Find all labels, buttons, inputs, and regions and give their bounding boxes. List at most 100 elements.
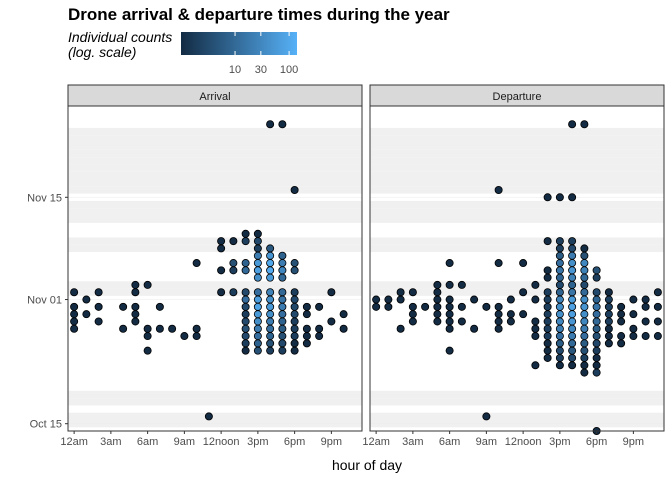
data-point — [278, 273, 287, 282]
data-point — [266, 339, 275, 348]
data-point — [531, 295, 540, 304]
data-point — [555, 346, 564, 355]
data-point — [70, 302, 79, 311]
data-point — [302, 324, 311, 333]
data-point — [253, 332, 262, 341]
data-point — [143, 324, 152, 333]
panel-departure: Departure — [369, 84, 665, 435]
legend-title-line: Individual counts — [68, 29, 172, 45]
x-axis-title: hour of day — [332, 457, 402, 473]
data-point — [568, 237, 577, 246]
data-point — [290, 266, 299, 275]
data-point — [302, 332, 311, 341]
data-point — [568, 280, 577, 289]
data-point — [457, 302, 466, 311]
data-point — [278, 310, 287, 319]
data-point — [241, 237, 250, 246]
x-tick-label: 3am — [100, 436, 121, 448]
data-point — [568, 273, 577, 282]
x-tick-label: 3am — [402, 436, 423, 448]
data-point — [641, 332, 650, 341]
data-point — [290, 310, 299, 319]
data-point — [506, 295, 515, 304]
weekend-band — [370, 281, 664, 289]
weekend-band — [68, 200, 362, 209]
data-point — [278, 346, 287, 355]
data-point — [70, 324, 79, 333]
data-point — [519, 259, 528, 268]
panel-strip-label: Departure — [493, 91, 542, 103]
data-point — [555, 237, 564, 246]
data-point — [433, 317, 442, 326]
data-point — [555, 310, 564, 319]
data-point — [580, 295, 589, 304]
data-point — [70, 317, 79, 326]
data-point — [592, 353, 601, 362]
data-point — [278, 288, 287, 297]
data-point — [229, 259, 238, 268]
data-point — [592, 368, 601, 377]
panel-border — [369, 105, 665, 432]
data-point — [241, 259, 250, 268]
data-point — [494, 310, 503, 319]
data-point — [290, 302, 299, 311]
data-point — [568, 332, 577, 341]
data-point — [266, 288, 275, 297]
data-point — [568, 361, 577, 370]
data-point — [494, 185, 503, 194]
data-point — [278, 324, 287, 333]
data-point — [543, 193, 552, 202]
weekend-band — [68, 244, 362, 253]
data-point — [241, 317, 250, 326]
data-point — [339, 324, 348, 333]
weekend-band — [68, 215, 362, 223]
data-point — [217, 237, 226, 246]
data-point — [580, 339, 589, 348]
data-point — [629, 310, 638, 319]
data-point — [445, 317, 454, 326]
data-point — [445, 259, 454, 268]
data-point — [580, 273, 589, 282]
x-tick-label: 12am — [362, 436, 390, 448]
data-point — [555, 288, 564, 297]
data-point — [302, 339, 311, 348]
data-point — [568, 193, 577, 202]
data-point — [253, 324, 262, 333]
data-point — [278, 295, 287, 304]
data-point — [568, 310, 577, 319]
data-point — [241, 295, 250, 304]
data-point — [266, 295, 275, 304]
data-point — [278, 266, 287, 275]
data-point — [445, 295, 454, 304]
data-point — [555, 339, 564, 348]
data-point — [543, 288, 552, 297]
data-point — [94, 317, 103, 326]
data-point — [315, 332, 324, 341]
data-point — [580, 310, 589, 319]
data-point — [592, 361, 601, 370]
data-point — [568, 302, 577, 311]
weekend-band — [68, 288, 362, 296]
legend-tick-label: 100 — [280, 64, 298, 76]
data-point — [408, 302, 417, 311]
data-point — [555, 353, 564, 362]
data-point — [592, 302, 601, 311]
data-point — [543, 324, 552, 333]
legend-tick-label: 30 — [255, 64, 267, 76]
data-point — [653, 302, 662, 311]
weekend-band — [370, 412, 664, 421]
data-point — [266, 346, 275, 355]
data-point — [445, 302, 454, 311]
weekend-band — [370, 127, 664, 136]
data-point — [396, 295, 405, 304]
data-point — [217, 288, 226, 297]
data-point — [580, 346, 589, 355]
legend-tick-label: 10 — [229, 64, 241, 76]
data-point — [555, 259, 564, 268]
data-point — [241, 346, 250, 355]
data-point — [290, 339, 299, 348]
data-point — [278, 120, 287, 129]
data-point — [327, 288, 336, 297]
data-point — [506, 317, 515, 326]
data-point — [119, 324, 128, 333]
